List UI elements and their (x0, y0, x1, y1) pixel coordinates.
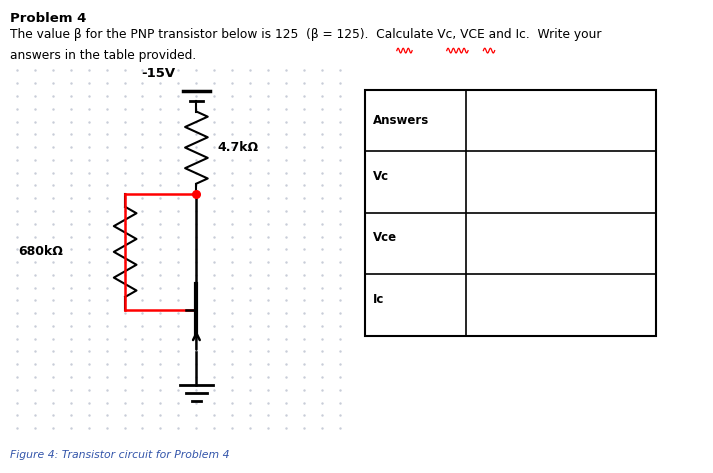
Text: -15V: -15V (141, 67, 175, 80)
Text: answers in the table provided.: answers in the table provided. (10, 49, 196, 61)
Text: The value β for the PNP transistor below is 125  (β = 125).  Calculate Vc, VCE a: The value β for the PNP transistor below… (10, 28, 602, 41)
Text: Problem 4: Problem 4 (10, 12, 86, 25)
Text: Vce: Vce (373, 231, 397, 245)
Text: 4.7kΩ: 4.7kΩ (217, 141, 259, 154)
Text: Answers: Answers (373, 114, 429, 127)
Bar (365, 90, 656, 336)
Text: Vc: Vc (373, 170, 389, 183)
Text: Figure 4: Transistor circuit for Problem 4: Figure 4: Transistor circuit for Problem… (10, 450, 230, 460)
Text: 680kΩ: 680kΩ (19, 245, 63, 258)
Text: Ic: Ic (373, 293, 384, 306)
